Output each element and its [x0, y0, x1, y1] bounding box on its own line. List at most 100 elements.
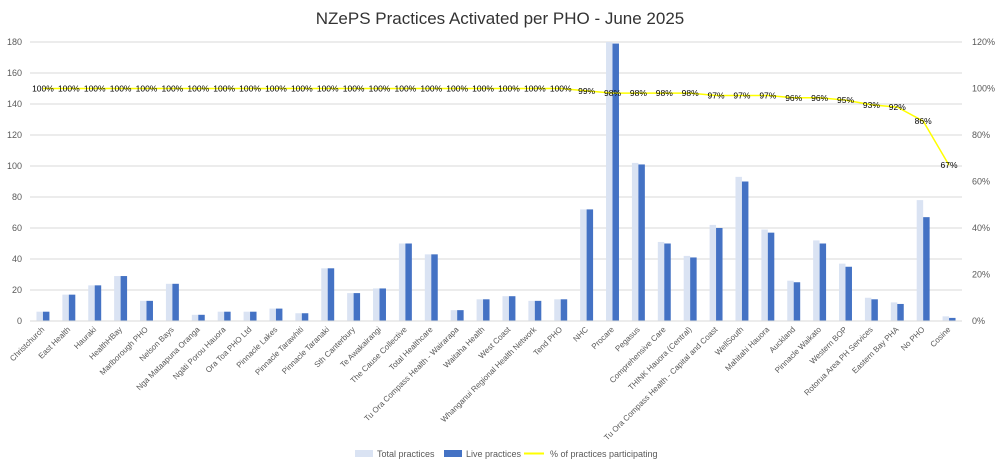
bar-live-practices — [172, 283, 179, 321]
y-tick-label: 160 — [7, 68, 22, 78]
bar-live-practices — [275, 308, 283, 321]
bar-total-practices — [864, 297, 872, 321]
bar-total-practices — [916, 200, 924, 321]
percent-data-label: 100% — [369, 84, 391, 94]
bar-total-practices — [321, 268, 328, 321]
bar-live-practices — [949, 317, 956, 321]
bar-live-practices — [120, 276, 128, 321]
bar-live-practices — [845, 266, 852, 321]
bar-live-practices — [146, 300, 153, 321]
bar-total-practices — [191, 314, 199, 321]
bar-live-practices — [560, 299, 568, 321]
bar-live-practices — [379, 288, 386, 321]
y-tick-label: 40 — [12, 254, 22, 264]
y2-tick-label: 20% — [972, 270, 990, 280]
bar-live-practices — [534, 300, 542, 321]
percent-data-label: 95% — [837, 95, 854, 105]
bar-live-practices — [638, 164, 645, 321]
category-label: Pinnacle Waikato — [773, 325, 823, 375]
y-tick-label: 60 — [12, 223, 22, 233]
bar-live-practices — [508, 296, 516, 321]
percent-data-label: 67% — [941, 160, 958, 170]
bar-total-practices — [683, 255, 691, 321]
data-labels: 100% 100% 100% 100% 100% 100% 100% 100% 100% 100%… — [32, 84, 958, 171]
percent-data-label: 93% — [863, 100, 880, 110]
bar-total-practices — [606, 42, 613, 321]
bar-live-practices — [664, 243, 671, 321]
bar-total-practices — [347, 293, 354, 321]
percent-data-label: 100% — [498, 84, 520, 94]
legend-label: Live practices — [466, 449, 522, 459]
percent-data-label: 100% — [239, 84, 261, 94]
bar-total-practices — [424, 254, 432, 321]
bar-live-practices — [923, 217, 930, 321]
bar-total-practices — [476, 299, 484, 321]
bar-total-practices — [62, 294, 69, 321]
legend-swatch — [355, 450, 373, 457]
y-axis-left: 0 20 40 60 80 100 120 140 160 180 — [7, 37, 22, 326]
percent-data-label: 97% — [759, 90, 776, 100]
bar-total-practices — [631, 162, 639, 321]
percent-data-label: 100% — [343, 84, 365, 94]
bar-live-practices — [716, 228, 723, 321]
y2-tick-label: 0% — [972, 316, 985, 326]
bar-total-practices — [890, 302, 898, 321]
bar-total-practices — [114, 276, 121, 321]
bar-total-practices — [140, 300, 147, 321]
bar-total-practices — [657, 241, 665, 321]
percent-data-label: 98% — [630, 88, 647, 98]
bar-total-practices — [165, 283, 173, 321]
bar-live-practices — [224, 311, 231, 321]
bar-total-practices — [580, 209, 587, 321]
percent-data-label: 100% — [524, 84, 546, 94]
y-tick-label: 140 — [7, 99, 22, 109]
percent-data-label: 100% — [265, 84, 287, 94]
percent-data-label: 100% — [395, 84, 417, 94]
percent-data-label: 100% — [110, 84, 132, 94]
category-label: Cosine — [928, 325, 952, 349]
bar-total-practices — [709, 224, 717, 321]
category-label: NHC — [571, 325, 590, 344]
percent-data-label: 98% — [656, 88, 673, 98]
legend-label: Total practices — [377, 449, 435, 459]
bar-total-practices — [269, 308, 276, 321]
percent-data-label: 100% — [32, 84, 54, 94]
percent-data-label: 100% — [291, 84, 313, 94]
category-label: Tu Ora Compass Health - Wairarapa — [363, 325, 461, 423]
bar-live-practices — [327, 268, 335, 321]
bar-total-practices — [450, 310, 458, 321]
y-tick-label: 100 — [7, 161, 22, 171]
bar-total-practices — [787, 280, 794, 321]
percent-data-label: 99% — [578, 86, 595, 96]
y-tick-label: 0 — [17, 316, 22, 326]
y-axis-right: 0% 20% 40% 60% 80% 100% 120% — [972, 37, 995, 326]
bars — [36, 42, 956, 322]
bar-live-practices — [42, 311, 50, 321]
bar-live-practices — [68, 294, 76, 321]
bar-total-practices — [502, 296, 509, 321]
y-tick-label: 120 — [7, 130, 22, 140]
category-label: Mahitahi Hauora — [723, 325, 771, 373]
percent-data-label: 100% — [84, 84, 106, 94]
bar-live-practices — [431, 254, 438, 321]
bar-total-practices — [36, 311, 43, 321]
gridlines — [30, 41, 962, 322]
category-label: Eastern Bay PHA — [850, 325, 901, 376]
percent-data-label: 100% — [136, 84, 158, 94]
category-label: Whanganui Regional Health Network — [439, 324, 539, 424]
percent-data-label: 100% — [187, 84, 209, 94]
y-tick-label: 80 — [12, 192, 22, 202]
bar-live-practices — [586, 209, 594, 321]
percent-data-label: 100% — [550, 84, 572, 94]
percent-line-path — [42, 87, 950, 166]
category-label: Pinnacle Taranaki — [280, 325, 331, 376]
percent-data-label: 98% — [682, 88, 699, 98]
bar-total-practices — [88, 285, 95, 321]
bar-live-practices — [741, 181, 749, 321]
percent-data-label: 98% — [604, 88, 621, 98]
bar-live-practices — [198, 314, 205, 321]
legend-label: % of practices participating — [550, 449, 658, 459]
